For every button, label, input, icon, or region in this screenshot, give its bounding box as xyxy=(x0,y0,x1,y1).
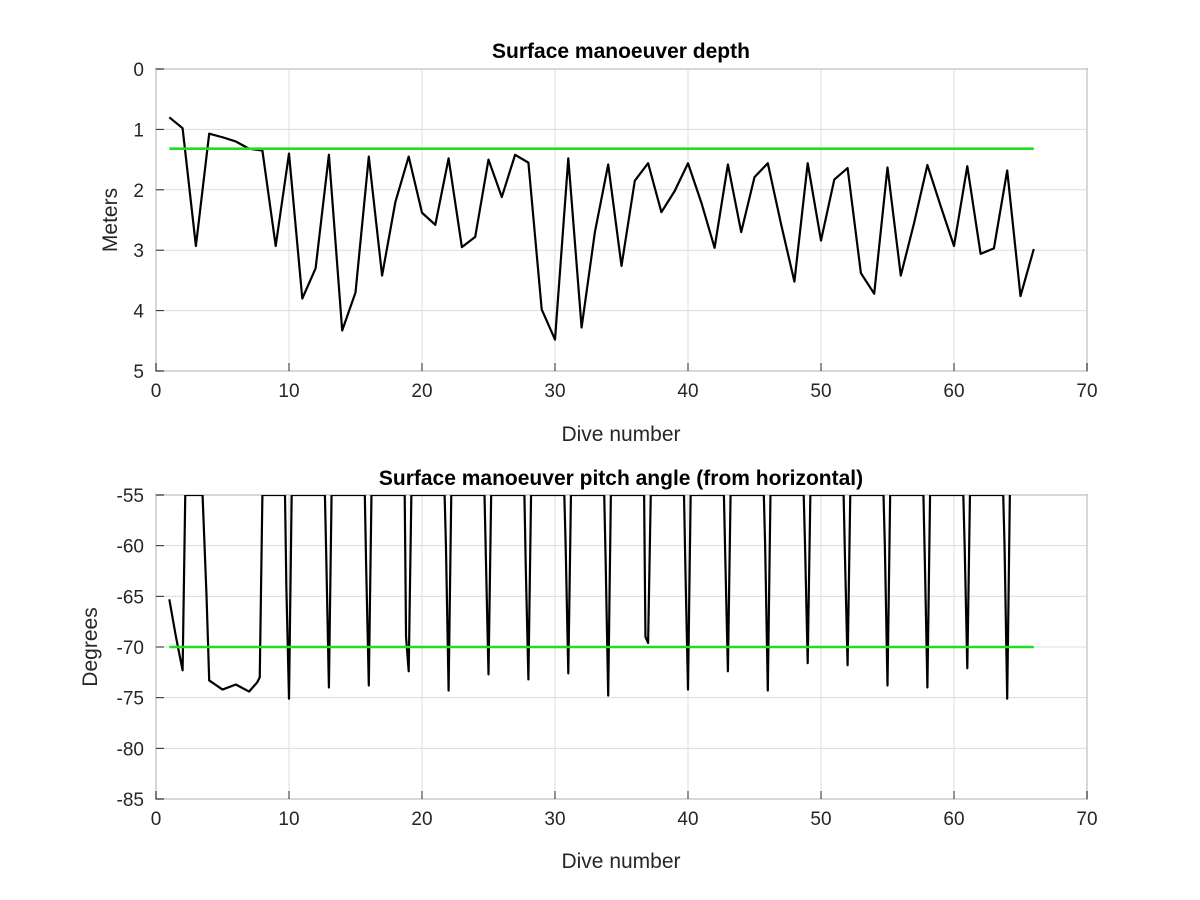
pitch-x-tick-label: 20 xyxy=(411,809,432,830)
depth-y-tick-label: 5 xyxy=(133,362,144,383)
depth-y-tick-label: 4 xyxy=(133,302,144,323)
depth-y-tick-label: 0 xyxy=(133,60,144,81)
depth-x-tick-label: 20 xyxy=(411,381,432,402)
depth-grid xyxy=(155,68,1088,372)
depth-panel: Surface manoeuver depth 0 10 20 30 40 50 60 70 … xyxy=(99,40,1098,446)
pitch-x-axis: 0 10 20 30 40 50 60 70 xyxy=(151,791,1098,830)
pitch-y-tick-label: -80 xyxy=(117,739,144,760)
depth-y-axis-label: Meters xyxy=(99,188,122,252)
pitch-x-tick-label: 10 xyxy=(278,809,299,830)
pitch-y-tick-label: -85 xyxy=(117,790,144,811)
depth-x-tick-label: 50 xyxy=(810,381,831,402)
pitch-x-axis-label: Dive number xyxy=(561,850,680,873)
pitch-y-tick-label: -70 xyxy=(117,638,144,659)
depth-series-line xyxy=(168,116,1035,341)
pitch-x-tick-label: 50 xyxy=(810,809,831,830)
pitch-y-tick-label: -60 xyxy=(117,537,144,558)
pitch-x-tick-label: 60 xyxy=(943,809,964,830)
pitch-x-tick-label: 70 xyxy=(1076,809,1097,830)
pitch-chart-title: Surface manoeuver pitch angle (from hori… xyxy=(379,467,863,490)
depth-x-tick-label: 60 xyxy=(943,381,964,402)
depth-x-tick-label: 70 xyxy=(1076,381,1097,402)
pitch-y-tick-label: -55 xyxy=(117,486,144,507)
depth-x-tick-label: 30 xyxy=(544,381,565,402)
pitch-y-axis: -55 -60 -65 -70 -75 -80 -85 xyxy=(117,486,164,811)
depth-x-tick-label: 40 xyxy=(677,381,698,402)
depth-y-axis: 0 1 2 3 4 5 xyxy=(133,60,164,383)
depth-x-axis: 0 10 20 30 40 50 60 70 xyxy=(151,363,1098,402)
depth-x-tick-label: 10 xyxy=(278,381,299,402)
depth-chart-title: Surface manoeuver depth xyxy=(492,40,750,63)
pitch-y-tick-label: -65 xyxy=(117,587,144,608)
depth-x-axis-label: Dive number xyxy=(561,423,680,446)
pitch-panel: Surface manoeuver pitch angle (from hori… xyxy=(79,467,1098,873)
pitch-x-tick-label: 40 xyxy=(677,809,698,830)
pitch-y-axis-label: Degrees xyxy=(79,607,102,686)
depth-plot-area xyxy=(155,68,1088,372)
depth-x-tick-label: 0 xyxy=(151,381,162,402)
depth-y-tick-label: 3 xyxy=(133,241,144,262)
depth-series-group xyxy=(168,116,1035,341)
pitch-x-tick-label: 30 xyxy=(544,809,565,830)
pitch-x-tick-label: 0 xyxy=(151,809,162,830)
pitch-y-tick-label: -75 xyxy=(117,689,144,710)
pitch-series-line xyxy=(168,495,1011,700)
depth-y-tick-label: 1 xyxy=(133,120,144,141)
pitch-series-group xyxy=(168,495,1034,700)
depth-y-tick-label: 2 xyxy=(133,181,144,202)
